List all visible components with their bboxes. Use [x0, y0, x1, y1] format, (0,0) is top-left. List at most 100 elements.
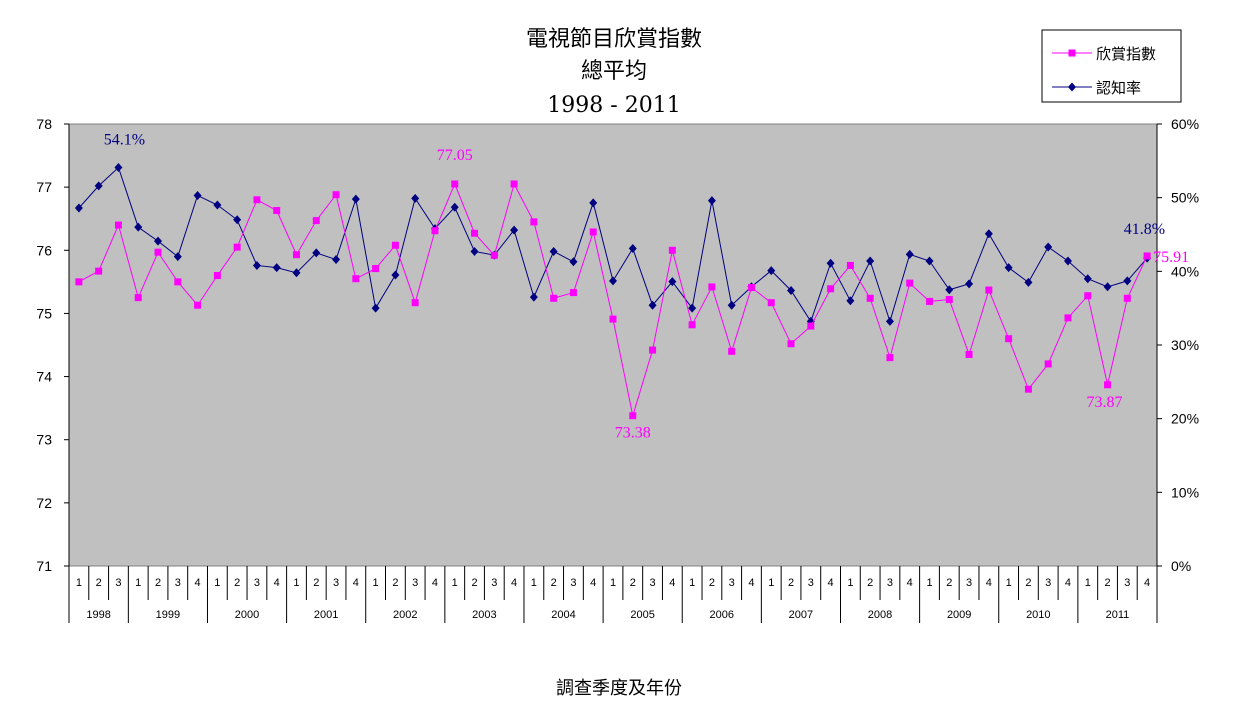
- data-point-awareness-rate: [1024, 277, 1033, 287]
- data-point-rating-index: [906, 279, 914, 287]
- y-right-tick-label: 10%: [1171, 484, 1199, 500]
- x-quarter-label: 1: [689, 577, 695, 589]
- data-point-awareness-rate: [1103, 282, 1112, 292]
- data-point-awareness-rate: [589, 198, 598, 208]
- x-quarter-label: 3: [254, 577, 260, 589]
- y-left-tick-label: 76: [36, 242, 52, 258]
- data-point-rating-index: [886, 354, 894, 362]
- data-point-awareness-rate: [628, 243, 637, 253]
- data-point-rating-index: [292, 251, 300, 259]
- x-quarter-label: 1: [214, 577, 220, 589]
- data-point-awareness-rate: [154, 236, 163, 246]
- data-point-awareness-rate: [945, 285, 954, 295]
- data-point-rating-index: [411, 299, 419, 307]
- data-point-rating-index: [273, 207, 281, 215]
- data-point-rating-index: [827, 285, 835, 293]
- x-quarter-label: 2: [155, 577, 161, 589]
- data-point-awareness-rate: [984, 229, 993, 239]
- x-quarter-label: 4: [511, 577, 517, 589]
- x-quarter-label: 2: [1104, 577, 1110, 589]
- data-point-rating-index: [846, 261, 854, 269]
- y-left-tick-label: 77: [36, 179, 52, 195]
- data-point-awareness-rate: [134, 222, 143, 232]
- x-quarter-label: 2: [709, 577, 715, 589]
- data-point-rating-index: [985, 286, 993, 294]
- data-point-rating-index: [1123, 294, 1131, 302]
- x-quarter-label: 4: [1065, 577, 1071, 589]
- x-year-label: 2002: [393, 609, 417, 621]
- x-year-label: 2007: [789, 609, 813, 621]
- x-year-label: 2000: [235, 609, 259, 621]
- x-quarter-label: 2: [392, 577, 398, 589]
- x-quarter-label: 3: [333, 577, 339, 589]
- data-point-awareness-rate: [193, 190, 202, 200]
- y-left-tick-label: 75: [36, 305, 52, 321]
- x-quarter-label: 4: [748, 577, 754, 589]
- data-point-rating-index: [174, 278, 182, 286]
- data-point-awareness-rate: [114, 162, 123, 172]
- legend-marker-diamond: [1068, 82, 1076, 92]
- data-point-awareness-rate: [925, 256, 934, 266]
- legend-box: [1041, 29, 1182, 103]
- data-point-rating-index: [1104, 381, 1112, 389]
- data-point-awareness-rate: [1083, 274, 1092, 284]
- data-point-awareness-rate: [470, 246, 479, 256]
- data-point-awareness-rate: [688, 303, 697, 313]
- x-quarter-label: 3: [966, 577, 972, 589]
- data-point-awareness-rate: [529, 292, 538, 302]
- x-quarter-label: 2: [234, 577, 240, 589]
- data-point-awareness-rate: [609, 276, 617, 286]
- x-year-label: 2009: [947, 609, 971, 621]
- data-point-awareness-rate: [787, 285, 796, 295]
- data-point-rating-index: [530, 218, 538, 226]
- data-point-rating-index: [747, 284, 755, 292]
- x-quarter-label: 3: [115, 577, 121, 589]
- y-right-tick-label: 20%: [1171, 411, 1199, 427]
- annotation-layer: 54.1% 77.05 73.38 73.87 41.8% 75.91: [104, 131, 1189, 441]
- data-point-awareness-rate: [371, 303, 380, 313]
- data-point-rating-index: [668, 246, 676, 254]
- x-quarter-label: 4: [353, 577, 359, 589]
- data-point-awareness-rate: [74, 203, 83, 213]
- data-point-rating-index: [728, 347, 736, 355]
- y-left-tick-label: 73: [36, 432, 52, 448]
- x-quarter-label: 1: [847, 577, 853, 589]
- x-quarter-label: 3: [887, 577, 893, 589]
- chart-title-line: 總平均: [581, 59, 647, 84]
- data-point-awareness-rate: [965, 279, 974, 289]
- x-quarter-label: 4: [590, 577, 596, 589]
- data-point-rating-index: [629, 412, 637, 420]
- x-quarter-label: 3: [1124, 577, 1130, 589]
- data-point-awareness-rate: [668, 277, 677, 287]
- x-quarter-label: 3: [412, 577, 418, 589]
- x-quarter-label: 1: [768, 577, 774, 589]
- data-point-awareness-rate: [1004, 263, 1013, 273]
- x-quarter-label: 4: [1144, 577, 1150, 589]
- x-quarter-label: 2: [630, 577, 636, 589]
- data-point-rating-index: [154, 248, 162, 256]
- plot-area: [68, 123, 1158, 567]
- x-quarter-label: 4: [986, 577, 992, 589]
- x-quarter-label: 2: [313, 577, 319, 589]
- x-axis-label: 調查季度及年份: [556, 678, 682, 699]
- chart-title-line: 1998 - 2011: [547, 93, 680, 118]
- data-point-awareness-rate: [1123, 276, 1132, 286]
- x-year-label: 2001: [314, 609, 338, 621]
- data-point-rating-index: [510, 180, 518, 188]
- x-quarter-label: 1: [531, 577, 537, 589]
- x-quarter-label: 4: [907, 577, 913, 589]
- data-point-rating-index: [708, 283, 716, 291]
- y-right-tick-label: 0%: [1171, 558, 1191, 574]
- x-quarter-label: 4: [828, 577, 834, 589]
- data-point-rating-index: [114, 221, 122, 229]
- y-axis-right: 0% 10% 20% 30% 40% 50% 60%: [1156, 116, 1199, 574]
- data-point-awareness-rate: [351, 194, 360, 204]
- data-point-rating-index: [194, 301, 202, 309]
- data-point-awareness-rate: [1063, 256, 1072, 266]
- x-quarter-label: 4: [274, 577, 280, 589]
- x-quarter-label: 2: [551, 577, 557, 589]
- data-point-awareness-rate: [213, 200, 222, 210]
- x-axis: 1 2 3 1998 1 2 3 4 1999 1 2 3 4 2000 1 2 3 4 2001 1 2 3 4 2002 1…: [68, 566, 1158, 623]
